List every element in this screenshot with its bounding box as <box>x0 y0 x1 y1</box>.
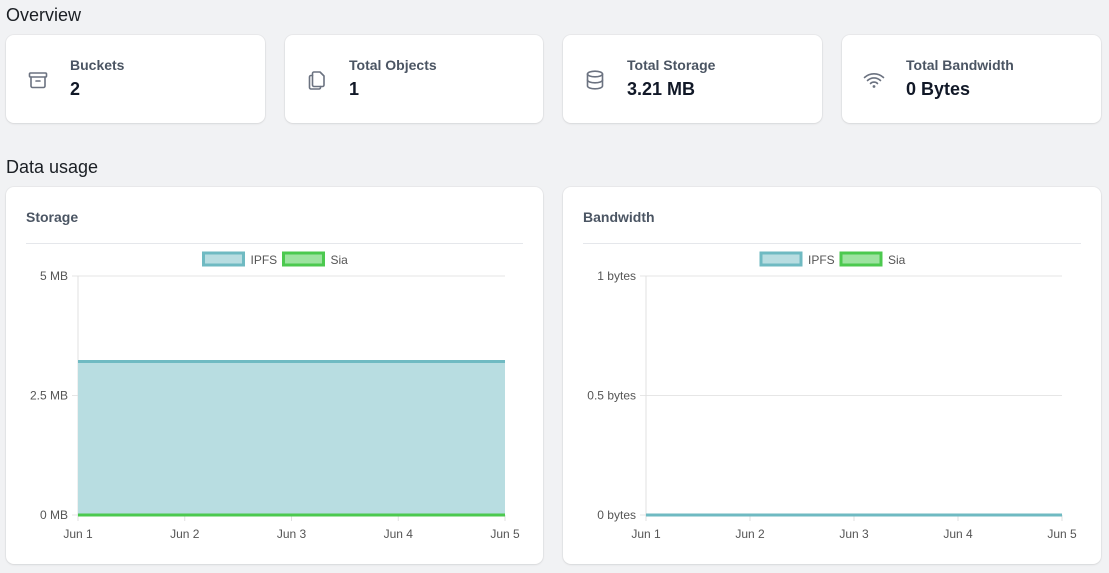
y-tick-label: 5 MB <box>40 269 68 283</box>
legend-label: Sia <box>331 253 349 267</box>
stat-card-buckets[interactable]: Buckets 2 <box>6 35 265 123</box>
database-icon <box>583 68 607 92</box>
stat-card-total-objects[interactable]: Total Objects 1 <box>285 35 543 123</box>
y-tick-label: 0 bytes <box>597 508 636 522</box>
archive-box-icon <box>26 68 50 92</box>
legend-label: IPFS <box>808 253 835 267</box>
stat-card-total-storage[interactable]: Total Storage 3.21 MB <box>563 35 822 123</box>
series-area-ipfs <box>78 361 505 515</box>
x-tick-label: Jun 1 <box>63 527 93 541</box>
stat-label: Total Storage <box>627 57 716 73</box>
x-tick-label: Jun 3 <box>277 527 307 541</box>
legend-item-ipfs[interactable]: IPFS <box>759 251 835 267</box>
storage-chart-title: Storage <box>26 209 79 225</box>
legend-label: Sia <box>888 253 906 267</box>
legend-swatch <box>839 251 883 267</box>
legend-item-ipfs[interactable]: IPFS <box>202 251 278 267</box>
bandwidth-chart-card: Bandwidth IPFS Sia 0 bytes 0.5 bytes 1 bytes… <box>563 187 1101 564</box>
storage-chart: IPFS Sia 0 MB 2.5 MB 5 MB Jun 1 Jun 2 Jun 3 Jun … <box>30 251 520 541</box>
y-tick-label: 0 MB <box>40 508 68 522</box>
stat-label: Buckets <box>70 57 125 73</box>
stat-value: 1 <box>349 79 360 99</box>
legend-swatch <box>282 251 325 267</box>
documents-icon <box>305 68 329 92</box>
legend-swatch <box>759 251 803 267</box>
x-tick-label: Jun 1 <box>631 527 661 541</box>
overview-title: Overview <box>6 5 82 25</box>
x-tick-label: Jun 4 <box>384 527 414 541</box>
x-tick-label: Jun 5 <box>490 527 520 541</box>
x-tick-label: Jun 2 <box>170 527 200 541</box>
divider <box>583 243 1081 244</box>
x-tick-label: Jun 3 <box>839 527 869 541</box>
divider <box>26 243 523 244</box>
y-tick-label: 2.5 MB <box>30 389 68 403</box>
data-usage-title: Data usage <box>6 157 99 177</box>
x-tick-label: Jun 2 <box>735 527 765 541</box>
wifi-icon <box>862 68 886 92</box>
bandwidth-chart: IPFS Sia 0 bytes 0.5 bytes 1 bytes Jun 1 Jun 2… <box>587 251 1077 541</box>
stat-label: Total Bandwidth <box>906 57 1014 73</box>
stat-value: 0 Bytes <box>906 79 971 99</box>
legend-item-sia[interactable]: Sia <box>839 251 906 267</box>
legend-label: IPFS <box>251 253 278 267</box>
stat-value: 3.21 MB <box>627 79 696 99</box>
y-tick-label: 1 bytes <box>597 269 636 283</box>
bandwidth-chart-title: Bandwidth <box>583 209 655 225</box>
x-tick-label: Jun 4 <box>943 527 973 541</box>
y-tick-label: 0.5 bytes <box>587 389 636 403</box>
x-tick-label: Jun 5 <box>1047 527 1077 541</box>
stat-value: 2 <box>70 79 81 99</box>
stat-card-total-bandwidth[interactable]: Total Bandwidth 0 Bytes <box>842 35 1101 123</box>
stat-label: Total Objects <box>349 57 437 73</box>
legend-swatch <box>202 251 245 267</box>
storage-chart-card: Storage IPFS Sia 0 MB 2.5 MB 5 MB Jun 1 Jun 2 J… <box>6 187 543 564</box>
legend-item-sia[interactable]: Sia <box>282 251 349 267</box>
